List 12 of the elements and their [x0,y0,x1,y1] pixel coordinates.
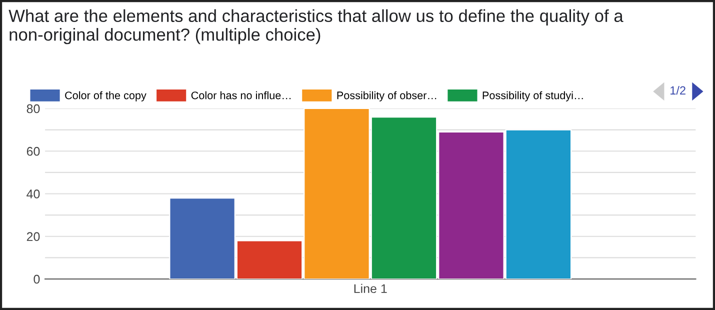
legend-label: Color has no influe… [191,91,291,100]
legend-label: Possibility of studyi… [482,91,583,102]
legend-label: Color of the copy [65,91,146,102]
x-tick-label: Line 1 [354,284,387,294]
y-tick-label: 20 [26,232,40,242]
y-tick-label: 60 [26,146,40,156]
legend-label: Possibility of obser… [337,91,436,102]
chart-title: What are the elements and characteristics that allow us to define the quality of a non-original document? (multiple choice) [8,9,624,44]
y-tick-label: 40 [26,190,40,198]
y-tick-label: 0 [34,274,40,284]
y-tick-label: 80 [26,104,40,114]
text: 1/2 [670,86,686,95]
